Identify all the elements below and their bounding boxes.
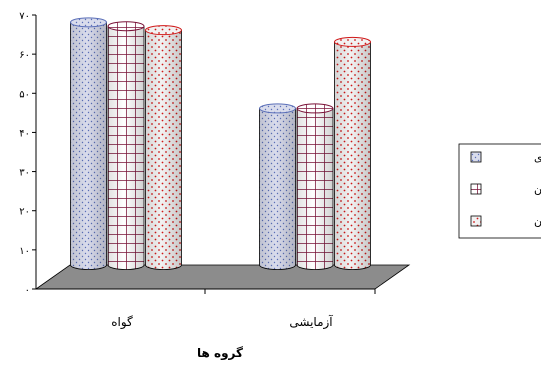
legend-swatch (470, 183, 482, 195)
x-category-label: گواه (111, 315, 133, 330)
legend: پیگیری پس‌آزمون پیش‌آزمون (458, 143, 541, 239)
bar-shading (334, 41, 371, 270)
bar-shading (70, 22, 107, 270)
bar (334, 36, 371, 270)
bar-top (259, 103, 296, 114)
legend-swatch (470, 151, 482, 163)
legend-swatch (470, 215, 482, 227)
bar-top (70, 17, 107, 28)
bar (296, 103, 334, 270)
y-tick-label: ۴۰ (19, 128, 30, 139)
legend-label: پیش‌آزمون (534, 214, 541, 228)
x-category-label: آزمایشی (289, 314, 333, 330)
y-tick-label: ۰ (25, 285, 30, 296)
y-tick-label: ۲۰ (19, 207, 30, 218)
bar-shading (297, 108, 333, 270)
y-tick-label: ۶۰ (19, 50, 30, 61)
y-tick-label: ۳۰ (19, 168, 30, 179)
bar-top (296, 103, 334, 114)
bar (145, 25, 182, 270)
legend-label: پیگیری (534, 151, 541, 164)
bar (107, 21, 145, 270)
y-tick-label: ۱۰ (19, 246, 30, 257)
bar-shading (145, 30, 182, 270)
bar (70, 17, 107, 270)
bar-top (145, 25, 182, 36)
y-tick-label: ۵۰ (19, 89, 30, 100)
bar-shading (108, 26, 144, 270)
bar-top (334, 36, 371, 47)
bar (259, 103, 296, 270)
bar-shading (259, 108, 296, 270)
x-axis-title: گروه ها (197, 346, 243, 361)
legend-label: پس‌آزمون (534, 182, 541, 196)
bar-top (107, 21, 145, 32)
y-tick-label: ۷۰ (19, 11, 30, 22)
